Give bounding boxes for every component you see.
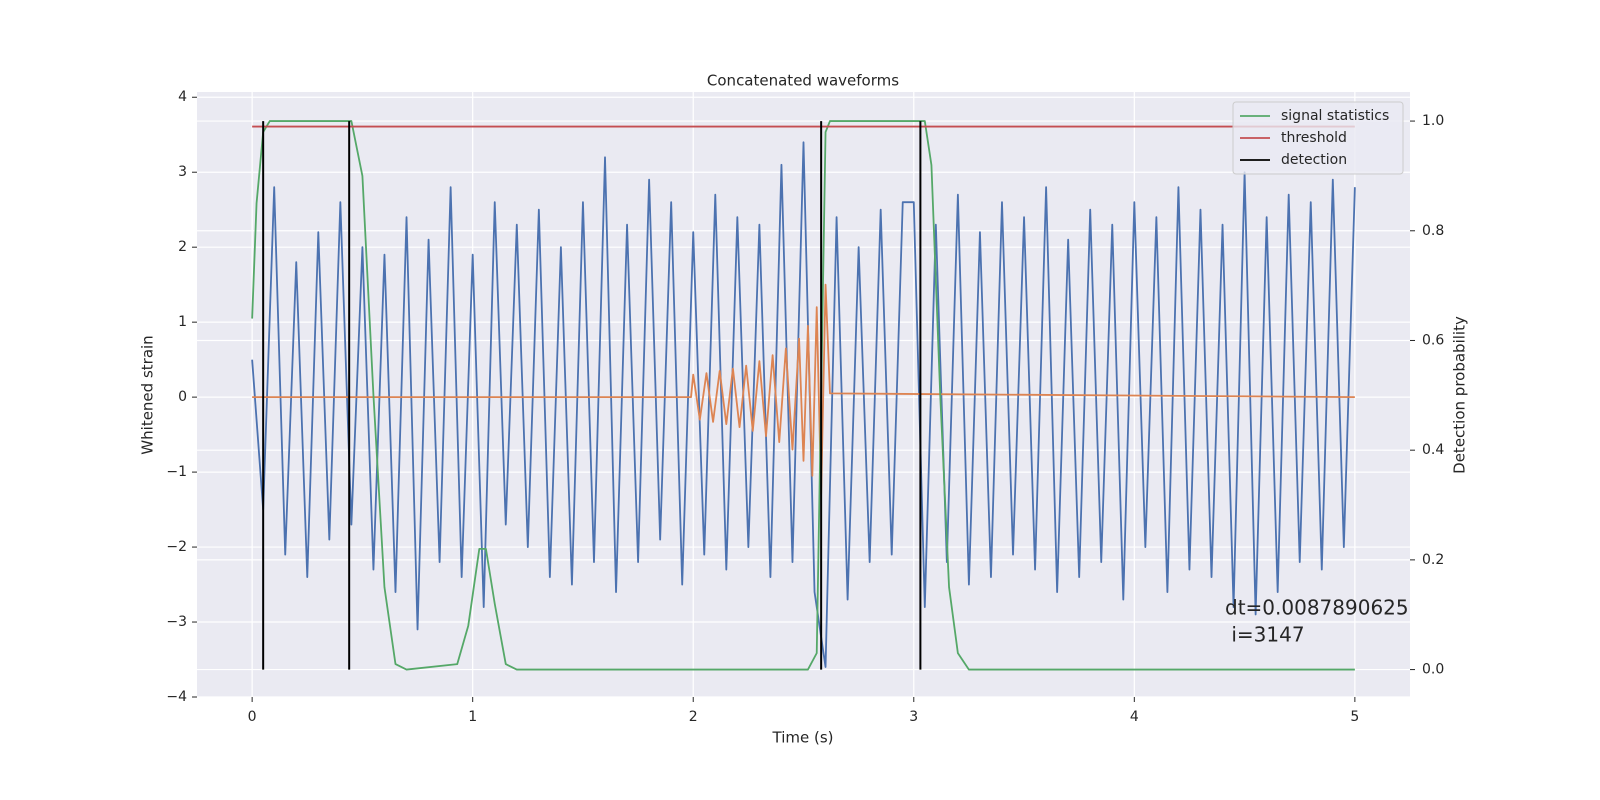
y2-tick-label: 0.4 — [1422, 442, 1444, 458]
legend-label: detection — [1281, 152, 1347, 168]
y2-tick-label: 1.0 — [1422, 113, 1444, 129]
plot-area — [197, 92, 1410, 697]
series-line — [252, 283, 1355, 496]
series-line — [251, 120, 1355, 671]
y-tick-label: 2 — [178, 239, 187, 255]
x-tick-label: 0 — [248, 709, 257, 725]
x-tick-label: 1 — [468, 709, 477, 725]
grid — [197, 92, 1410, 698]
y-tick-label: 4 — [178, 89, 187, 105]
y2-tick-label: 0.8 — [1422, 223, 1444, 239]
y-tick-label: 3 — [178, 164, 187, 180]
legend-box — [1232, 101, 1404, 175]
y-tick-label: −4 — [166, 689, 187, 705]
y-axis-label: Whitened strain — [139, 335, 157, 454]
marks — [251, 120, 1356, 671]
y2-tick-label: 0.2 — [1422, 552, 1444, 568]
x-tick-label: 2 — [689, 709, 698, 725]
axes: 0 1 2 3 4 5 −4 −3 −2 −1 0 1 2 3 4 0.0 0.2 0.4 0.6 0.8 1.0 — [166, 89, 1444, 725]
legend-label: threshold — [1281, 130, 1347, 146]
x-tick-label: 4 — [1130, 709, 1139, 725]
y-tick-label: 0 — [178, 389, 187, 405]
y-tick-label: 1 — [178, 314, 187, 330]
y2-axis-label: Detection probability — [1451, 316, 1469, 474]
annotation: i=3147 — [1225, 623, 1305, 647]
chart-title: Concatenated waveforms — [707, 72, 899, 90]
x-tick-label: 3 — [909, 709, 918, 725]
y-tick-label: −3 — [166, 614, 187, 630]
x-tick-label: 5 — [1350, 709, 1359, 725]
x-axis-label: Time (s) — [772, 729, 834, 747]
y-tick-label: −1 — [166, 464, 187, 480]
y-tick-label: −2 — [166, 539, 187, 555]
legend: signal statistics threshold detection — [1232, 101, 1404, 175]
y2-tick-label: 0.0 — [1422, 662, 1444, 678]
series-line — [251, 141, 1356, 668]
y2-tick-label: 0.6 — [1422, 332, 1444, 348]
legend-label: signal statistics — [1281, 108, 1389, 124]
annotation: dt=0.0087890625 — [1225, 596, 1409, 620]
